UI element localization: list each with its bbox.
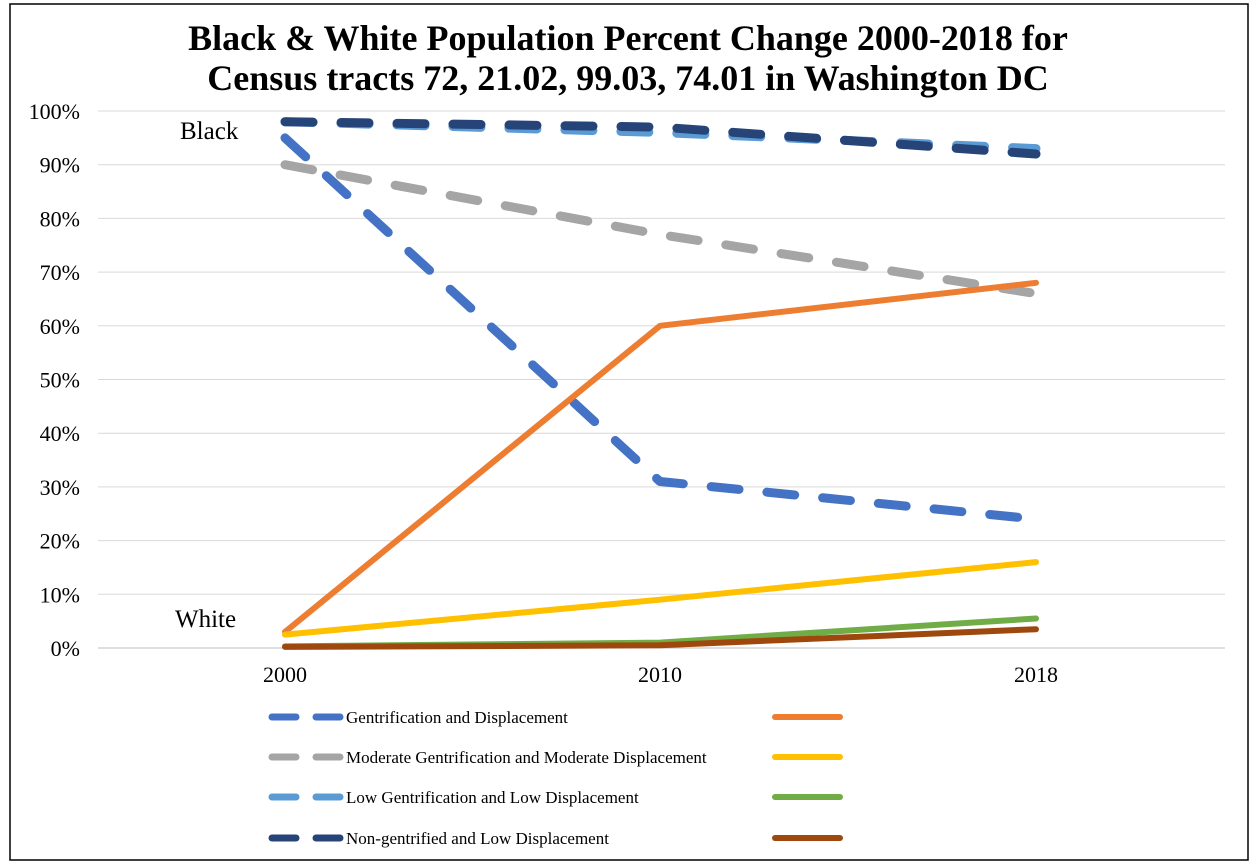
legend-entry-label: Moderate Gentrification and Moderate Dis… — [346, 748, 707, 767]
chart-border — [9, 3, 1249, 861]
legend-entry-label: Non-gentrified and Low Displacement — [346, 829, 609, 848]
series-line-3 — [280, 117, 1041, 159]
legend: Gentrification and Displacement Moderate … — [268, 708, 843, 848]
y-tick-label: 50% — [40, 368, 80, 393]
series-line-0 — [280, 133, 1041, 524]
chart-title-line-2: Census tracts 72, 21.02, 99.03, 74.01 in… — [207, 58, 1048, 98]
legend-entry-label: Low Gentrification and Low Displacement — [346, 788, 639, 807]
y-tick-label: 10% — [40, 582, 80, 607]
y-tick-label: 80% — [40, 206, 80, 231]
y-tick-label: 100% — [29, 99, 80, 124]
y-tick-label: 30% — [40, 475, 80, 500]
annotation-white: White — [175, 606, 236, 633]
annotation-black: Black — [180, 118, 239, 145]
chart-title-line-1: Black & White Population Percent Change … — [188, 18, 1068, 58]
series-line-5 — [282, 559, 1039, 638]
x-tick-label: 2018 — [1014, 662, 1058, 687]
y-tick-label: 0% — [51, 636, 80, 661]
series-line-4 — [282, 279, 1039, 635]
y-tick-label: 90% — [40, 153, 80, 178]
x-tick-label: 2010 — [638, 662, 682, 687]
series-line-7 — [282, 626, 1039, 650]
y-tick-label: 70% — [40, 260, 80, 285]
series-lines — [280, 117, 1041, 650]
y-tick-label: 60% — [40, 314, 80, 339]
y-tick-label: 20% — [40, 529, 80, 554]
y-axis-tick-labels: 0% 10% 20% 30% 40% 50% 60% 70% 80% 90% 100% — [29, 99, 80, 661]
series-line-1 — [280, 160, 1041, 299]
legend-entry-label: Gentrification and Displacement — [346, 708, 568, 727]
x-axis-tick-labels: 2000 2010 2018 — [263, 662, 1058, 687]
y-tick-label: 40% — [40, 421, 80, 446]
x-tick-label: 2000 — [263, 662, 307, 687]
